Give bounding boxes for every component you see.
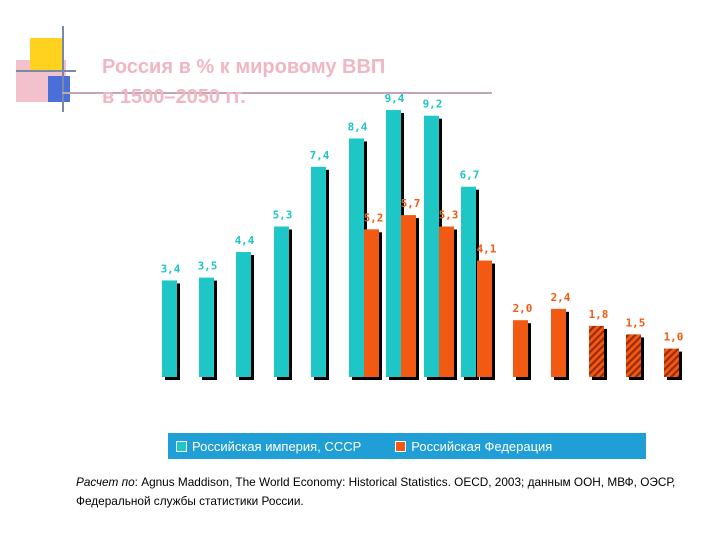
title-underline [62, 92, 492, 94]
label-federation-2050: 1,0 [664, 331, 684, 344]
source-footnote: Расчет по: Agnus Maddison, The World Eco… [76, 473, 712, 511]
label-empire-1913: 8,4 [348, 120, 368, 133]
bar-empire-1973 [424, 115, 439, 377]
legend-item-federation: Российская Федерация [395, 439, 552, 454]
decor-blue-square [48, 76, 70, 102]
label-empire-1700: 4,4 [235, 234, 255, 247]
label-federation-2000: 2,0 [513, 302, 533, 315]
page-title: Россия в % к мировому ВВП в 1500–2050 гг… [102, 52, 385, 112]
bar-empire-1820 [274, 226, 289, 377]
footnote-text: : Agnus Maddison, The World Economy: His… [76, 475, 676, 508]
bar-empire-1950 [386, 110, 401, 377]
legend-swatch-empire [176, 440, 187, 452]
label-federation-1973: 5,3 [439, 208, 459, 221]
footnote-prefix: Расчет по [76, 475, 135, 489]
label-federation-1913: 5,2 [364, 211, 384, 224]
decor-vertical-line [62, 26, 64, 112]
bar-empire-1700 [236, 252, 251, 377]
bar-federation-1913 [364, 229, 379, 377]
bar-federation-1990 [477, 260, 492, 377]
label-federation-1990: 4,1 [477, 243, 497, 256]
bar-federation-2030 [626, 334, 641, 377]
label-empire-1973: 9,2 [423, 98, 443, 111]
legend-label-federation: Российская Федерация [411, 438, 553, 454]
label-empire-1600: 3,5 [198, 260, 218, 273]
label-federation-1950: 5,7 [401, 197, 421, 210]
decor-yellow-square [30, 38, 64, 70]
title-line-1: Россия в % к мировому ВВП [102, 56, 386, 78]
bar-federation-1950 [401, 215, 416, 377]
value-labels-layer: 3,4 3,5 4,4 5,3 7,4 8,4 9,4 9,2 6,7 5,2 5,7 5,3 4,1 2… [161, 92, 684, 344]
legend-item-empire: Российская империя, СССР [176, 439, 361, 454]
bar-federation-2050 [664, 348, 679, 377]
legend: Российская империя, СССР Российская Феде… [168, 433, 646, 459]
bar-empire-1500 [162, 280, 177, 377]
decor-horizontal-line [16, 70, 76, 72]
label-empire-1950: 9,4 [385, 92, 405, 105]
label-empire-1500: 3,4 [161, 262, 181, 275]
label-empire-1820: 5,3 [273, 208, 293, 221]
bar-federation-2000 [513, 320, 528, 377]
label-federation-2005: 2,4 [551, 291, 571, 304]
label-empire-1870: 7,4 [310, 149, 330, 162]
label-federation-2010: 1,8 [589, 308, 609, 321]
bar-federation-1973 [439, 226, 454, 377]
bar-federation-2010 [589, 325, 604, 377]
bar-empire-1870 [311, 166, 326, 377]
bar-federation-2005 [551, 308, 566, 377]
bar-empire-1600 [199, 277, 214, 377]
label-federation-2030: 1,5 [626, 316, 646, 329]
bars-layer [162, 110, 682, 380]
label-empire-1990: 6,7 [460, 169, 480, 182]
legend-label-empire: Российская империя, СССР [192, 438, 362, 454]
bar-empire-1990 [461, 186, 476, 377]
title-line-2: в 1500–2050 гг. [102, 86, 246, 108]
bar-empire-1913 [349, 138, 364, 377]
legend-swatch-federation [395, 440, 407, 452]
